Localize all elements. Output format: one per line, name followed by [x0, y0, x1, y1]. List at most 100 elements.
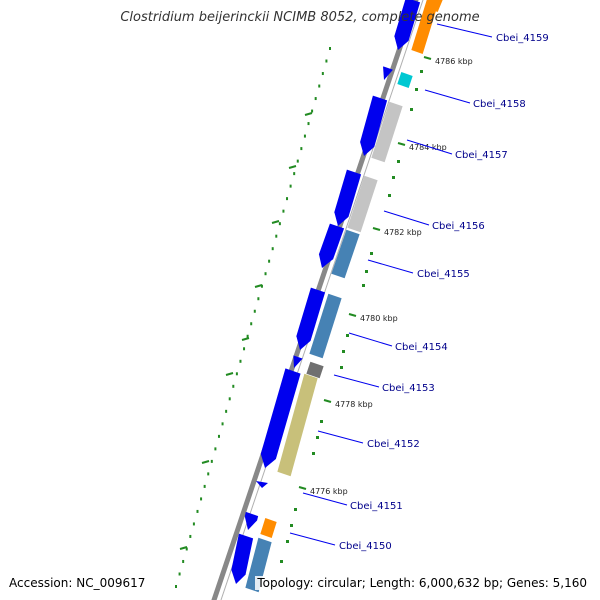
gc-dot [293, 172, 296, 176]
gc-dot [329, 47, 331, 50]
cds-arrow [256, 481, 268, 488]
map-title: Clostridium beijerinckii NCIMB 8052, com… [120, 10, 480, 25]
feature-band [426, 0, 443, 12]
cds-arrow [296, 287, 326, 350]
gene-leader-line [406, 139, 453, 155]
minor-tick [294, 508, 297, 511]
gene-leader-line [333, 374, 380, 388]
gc-dot [239, 359, 242, 363]
feature-band [277, 373, 318, 477]
gene-label[interactable]: Cbei_4151 [350, 501, 403, 512]
kbp-label: 4780 kbp [360, 314, 398, 323]
minor-tick [342, 350, 345, 353]
gc-dot [250, 322, 253, 326]
minor-tick [320, 420, 323, 423]
gc-dot [314, 97, 317, 101]
gc-dot [289, 184, 292, 188]
minor-tick [392, 176, 395, 179]
gc-dot [278, 222, 281, 226]
gene-label[interactable]: Cbei_4152 [367, 439, 420, 450]
gc-dot [175, 585, 177, 588]
accession-text: Accession: NC_009617 [9, 576, 146, 590]
gc-dot [207, 472, 210, 476]
gene-leader-line [424, 89, 471, 104]
minor-tick [397, 160, 400, 163]
gc-dot [264, 272, 267, 276]
gene-label[interactable]: Cbei_4153 [382, 383, 435, 394]
cds-arrow [334, 169, 362, 226]
gc-dot [282, 209, 285, 213]
kbp-tick [372, 227, 381, 231]
gene-label[interactable]: Cbei_4158 [473, 99, 526, 110]
topology-summary: Topology: circular; Length: 6,000,632 bp… [255, 576, 589, 590]
minor-tick [286, 540, 289, 543]
minor-tick [415, 88, 418, 91]
cds-arrow [244, 511, 259, 530]
skew-dash [271, 220, 280, 224]
gc-dot [318, 84, 321, 88]
gc-dot [275, 234, 278, 238]
gene-leader-line [348, 332, 393, 347]
kbp-label: 4784 kbp [409, 143, 447, 152]
feature-band [397, 72, 413, 88]
minor-tick [410, 108, 413, 111]
gene-label[interactable]: Cbei_4156 [432, 221, 485, 232]
gc-dot [235, 372, 238, 376]
minor-tick [340, 366, 343, 369]
minor-tick [362, 284, 365, 287]
feature-track [231, 0, 443, 593]
cds-arrow [394, 0, 421, 50]
gc-dot [210, 459, 213, 463]
feature-band [309, 293, 342, 359]
gc-dot [189, 534, 192, 538]
gc-dot [286, 197, 289, 201]
gene-leader-line [289, 532, 336, 546]
skew-dash [201, 460, 210, 464]
minor-tick [388, 194, 391, 197]
kbp-label: 4776 kbp [310, 487, 348, 496]
gc-dot [182, 559, 185, 563]
feature-band [260, 518, 277, 538]
minor-tick [420, 70, 423, 73]
gc-dot [228, 397, 231, 401]
gc-dot [243, 347, 246, 351]
feature-band [371, 101, 403, 163]
kbp-label: 4778 kbp [335, 400, 373, 409]
gc-dot [225, 409, 228, 413]
gc-dot [257, 297, 260, 301]
gc-dot [296, 159, 299, 163]
gc-dot [185, 547, 188, 551]
gene-leader-line [302, 492, 348, 506]
minor-tick [370, 252, 373, 255]
gene-label[interactable]: Cbei_4150 [339, 541, 392, 552]
skew-dash [225, 372, 234, 376]
kbp-label: 4786 kbp [435, 57, 473, 66]
skew-dash [304, 112, 313, 116]
feature-band [245, 537, 272, 593]
kbp-tick [423, 56, 432, 60]
cds-arrow [360, 95, 388, 156]
gc-skew-track [179, 112, 313, 550]
gc-dot [300, 147, 303, 151]
gene-leader-line [317, 430, 364, 444]
feature-band [306, 361, 324, 379]
gc-dot [260, 284, 263, 288]
gc-dot [321, 72, 324, 76]
gene-label[interactable]: Cbei_4154 [395, 342, 448, 353]
feature-band [347, 175, 378, 233]
kbp-tick [348, 313, 357, 317]
gc-dot [253, 309, 256, 313]
gene-label[interactable]: Cbei_4155 [417, 269, 470, 280]
kbp-ticks: 4786 kbp 4784 kbp 4782 kbp 4780 kbp 4778 kbp… [280, 56, 473, 563]
skew-dash [254, 284, 263, 288]
kbp-tick [323, 399, 332, 403]
gc-dot [271, 247, 274, 251]
gene-label[interactable]: Cbei_4159 [496, 33, 549, 44]
minor-tick [280, 560, 283, 563]
gc-dot [200, 497, 203, 501]
kbp-tick [298, 486, 307, 490]
gene-label[interactable]: Cbei_4157 [455, 150, 508, 161]
gene-leader-line [367, 259, 414, 274]
skew-dash [288, 165, 297, 169]
